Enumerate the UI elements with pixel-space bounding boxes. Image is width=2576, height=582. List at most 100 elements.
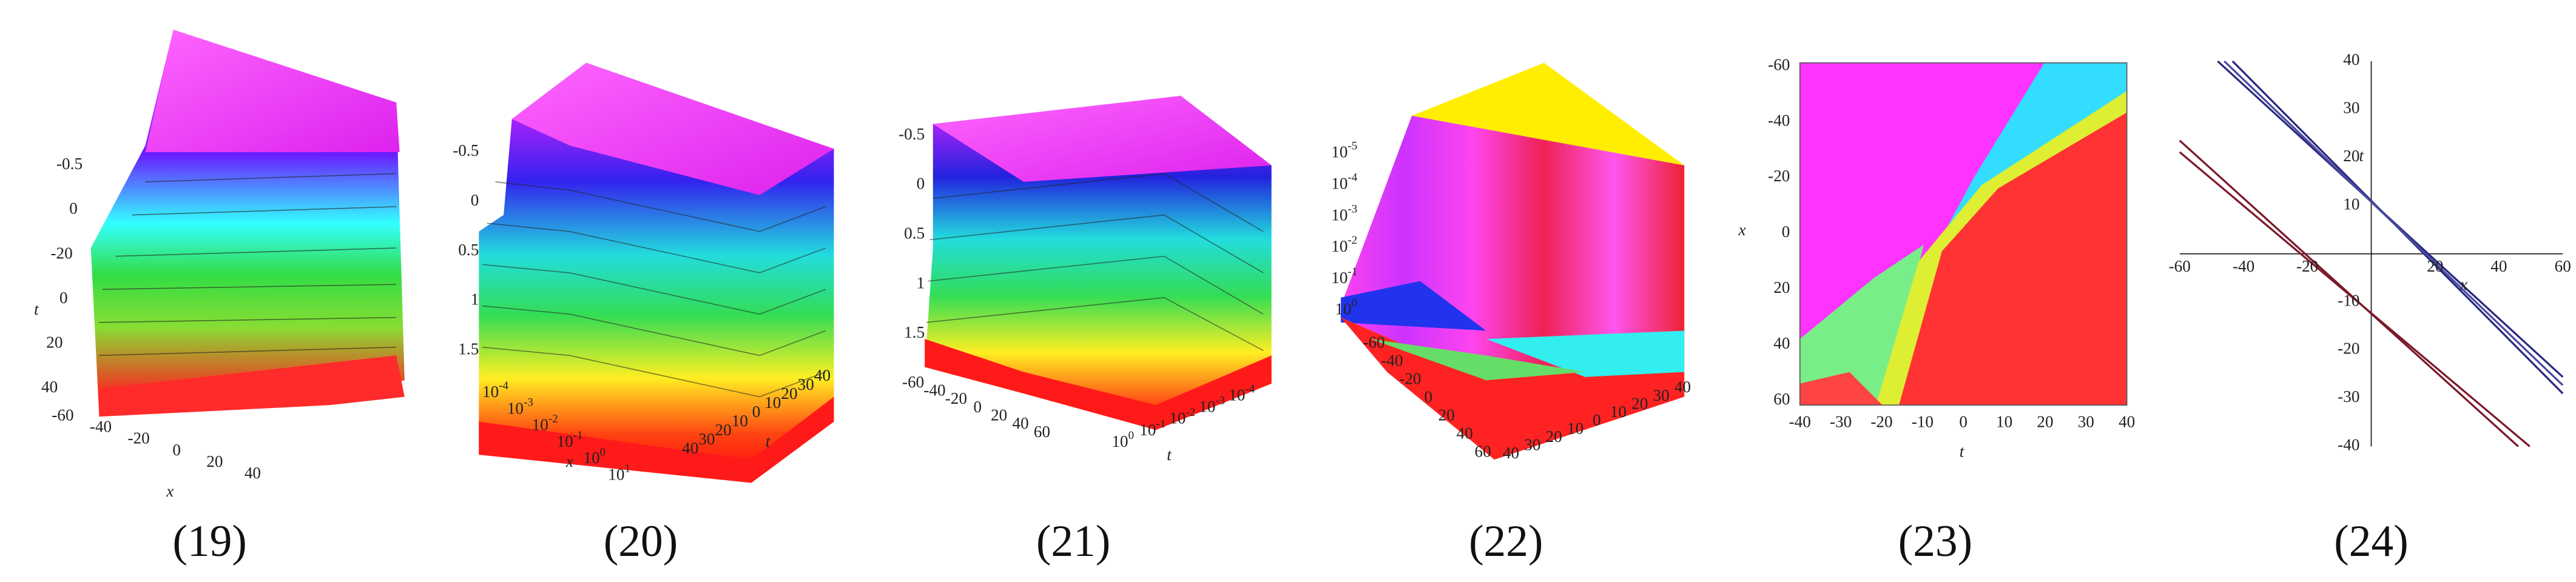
tick-exponent: -2 [1185,406,1195,419]
surface-part [1486,330,1685,377]
tick-label: 40 [2490,257,2507,275]
tick-label: 10-5 [1331,140,1357,161]
tick-label: 0 [973,398,982,416]
tick-label: -20 [945,389,967,407]
tick-label: 10-1 [1139,418,1165,439]
tick-label: 40 [244,464,261,482]
tick-label: 40 [682,439,698,457]
tick-label: 1 [471,290,479,309]
surface-top [511,62,834,195]
tick-label: 10-1 [556,429,582,450]
axis-name: t [2359,146,2364,164]
tick-label: 10 [1610,403,1627,421]
tick-exponent: 0 [600,446,606,459]
tick-label: -0.5 [453,141,479,159]
tick-base: 10 [507,400,524,418]
tick-label: 0 [172,441,181,459]
tick-label: 0.5 [458,241,479,259]
tick-label: -40 [2338,436,2359,454]
tick-exponent: -1 [1156,418,1165,430]
tick-base: 10 [1331,175,1347,193]
panel-caption: (22) [1469,516,1543,566]
tick-label: -20 [2338,340,2359,358]
tick-label: 10 [1996,412,2012,430]
tick-label: -20 [1870,412,1892,430]
tick-label: 10-3 [1199,395,1225,416]
tick-label: 0 [1959,412,1967,430]
tick-label: -40 [1789,412,1811,430]
tick-label: -60 [52,406,73,424]
tick-base: 10 [532,416,548,434]
tick-label: 40 [814,366,831,384]
tick-exponent: 1 [625,463,631,475]
tick-label: 40 [1674,378,1691,396]
curves [2179,60,2564,447]
tick-label: -40 [1381,352,1403,370]
tick-label: 10-2 [1331,235,1357,256]
axes [2179,61,2563,447]
tick-label: 60 [1034,423,1050,441]
tick-label: -10 [2338,291,2359,309]
tick-label: -20 [1399,370,1421,388]
tick-base: 10 [583,449,599,467]
tick-base: 10 [1331,143,1347,161]
tick-label: 60 [1475,443,1491,461]
tick-label: 40 [1773,334,1790,352]
surface-base [479,396,834,483]
tick-label: -60 [902,373,924,391]
tick-exponent: 0 [1352,297,1358,310]
surface-top [145,30,400,152]
tick-label: 30 [1653,386,1670,404]
tick-exponent: -1 [1347,266,1357,278]
tick-label: 40 [1457,424,1473,443]
tick-label: 20 [781,384,797,403]
panel-caption: (19) [172,516,246,566]
tick-label: 10-1 [1331,266,1357,287]
tick-label: 40 [41,378,58,396]
tick-label: 20 [2037,412,2053,430]
tick-base: 10 [1199,398,1215,416]
tick-label: -40 [1768,111,1790,129]
tick-label: 30 [2078,412,2094,430]
tick-label: 10-4 [1331,172,1358,193]
tick-base: 10 [1229,386,1245,404]
tick-label: -20 [127,429,149,447]
tick-label: 0 [471,191,479,209]
tick-exponent: -2 [1347,235,1357,247]
tick-exponent: -1 [573,429,583,442]
tick-exponent: -4 [499,380,508,393]
tick-label: 30 [1524,436,1540,454]
tick-label: -30 [2338,387,2359,406]
tick-label: 0 [917,175,925,193]
tick-exponent: -4 [1245,383,1255,396]
tick-label: -20 [50,244,72,262]
tick-label: 10-4 [482,380,509,401]
tick-base: 10 [1111,432,1128,450]
tick-label: -0.5 [899,125,925,143]
tick-label: 60 [2555,257,2571,275]
axis-name: x [1738,221,1745,239]
tick-base: 10 [608,466,624,484]
tick-exponent: 0 [1128,429,1135,442]
tick-base: 10 [482,383,499,401]
region [1799,372,1883,406]
tick-label: 10-2 [1169,406,1195,427]
tick-label: 100 [583,446,605,467]
tick-label: 40 [2343,50,2359,69]
tick-label: 1 [917,273,925,292]
region [1875,91,2127,406]
axis-name: x [565,452,573,470]
tick-base: 10 [1331,206,1347,224]
surface-top [1412,62,1685,166]
tick-base: 10 [1335,300,1352,318]
tick-exponent: -4 [1347,172,1357,184]
surface-base [99,355,405,417]
panel-caption: (24) [2334,516,2408,566]
region [1899,112,2127,406]
tick-label: -0.5 [56,155,83,173]
tick-label: 1.5 [904,323,925,341]
tick-label: 40 [2119,412,2135,430]
tick-label: 10 [2343,195,2359,213]
tick-label: 10-3 [1331,203,1357,224]
